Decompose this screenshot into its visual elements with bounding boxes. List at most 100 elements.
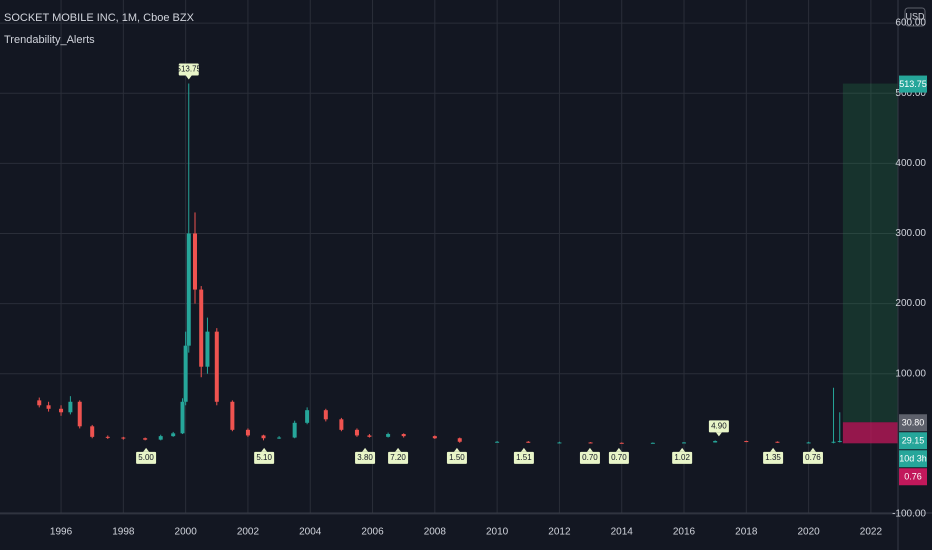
candle-body [37,400,42,406]
annotation-label: 5.10 [256,453,272,462]
candle-body [339,419,344,430]
candle-body [245,429,250,436]
price-label-box [899,75,927,93]
candle-body [713,441,718,443]
annotation-label: 1.51 [516,453,532,462]
y-tick-label: 200.00 [895,298,926,309]
annotation-label: 4.90 [711,422,727,431]
candle-body [68,401,73,413]
candle-body [77,401,82,427]
x-tick-label: 2002 [237,527,260,538]
candle-body [277,437,282,439]
candle-body [261,435,266,439]
candle-body [432,436,437,439]
x-tick-label: 2018 [735,527,758,538]
candle-body [46,405,51,409]
annotation-label: 1.50 [449,453,465,462]
marks: 513.75 5.00 5.10 3.80 7.20 1.50 1.51 0.70 0.70 1.… [37,63,898,464]
y-tick-label: 600.00 [895,18,926,29]
candle-body [619,442,624,444]
annotation-box [763,451,784,464]
annotation-box [513,451,534,464]
candle-body [386,434,391,437]
annotation-label: 1.35 [765,453,781,462]
candle-body [457,438,462,442]
candle-body [186,233,191,346]
annotation-label: 1.02 [674,453,690,462]
candle-body [158,436,163,440]
x-tick-label: 2000 [175,527,198,538]
candle-body [105,436,110,438]
annotation-box [608,451,629,464]
candle-body [214,331,219,402]
annotation-box [802,451,823,464]
x-tick-label: 2004 [299,527,322,538]
price-label-box [899,414,927,432]
price-label: 513.75 [899,79,927,89]
x-tick-label: 1996 [50,527,73,538]
currency-label[interactable]: USD [905,11,925,21]
annotation-box [254,451,275,464]
candle-body [143,438,148,440]
x-tick-label: 2006 [361,527,384,538]
annotation-box [136,451,157,464]
annotation-label: 7.20 [390,453,406,462]
annotation-box [388,451,409,464]
x-tick-label: 2016 [673,527,696,538]
candle-body [205,331,210,367]
annotation-label: 5.00 [138,453,154,462]
candle-body [557,442,562,444]
x-tick-label: 2020 [797,527,820,538]
candle-body [495,441,500,443]
candle-body [192,233,197,290]
annotation-pointer [362,447,369,452]
annotation-label: 3.80 [357,453,373,462]
annotation-pointer [143,447,150,452]
x-tick-label: 2010 [486,527,509,538]
candle-body [230,401,235,430]
annotation-pointer [395,447,402,452]
annotation-box [446,451,467,464]
candle-body [59,408,64,413]
candle-body [292,422,297,438]
position-target-zone [842,83,898,423]
y-tick-label: -100.00 [892,509,926,520]
annotation-pointer [809,447,816,452]
annotation-label: 0.76 [805,453,821,462]
candle-body [367,435,372,437]
y-tick-label: 500.00 [895,88,926,99]
candle-body [180,401,185,434]
annotation-pointer [453,447,460,452]
annotation-pointer [185,75,192,80]
candle-body [199,289,204,367]
annotation-pointer [520,447,527,452]
annotation-pointer [586,447,593,452]
annotation-pointer [770,447,777,452]
candle-body [354,429,359,436]
candle-body [171,433,176,437]
annotation-label: 0.70 [582,453,598,462]
chart-title: SOCKET MOBILE INC, 1M, Cboe BZX [4,12,195,24]
price-label-box [899,432,927,450]
candle-body [183,345,188,402]
position-stop-zone [842,422,898,444]
annotation-pointer [679,447,686,452]
x-tick-label: 2008 [424,527,447,538]
price-label: 29.15 [902,436,925,446]
candle-body [588,442,593,444]
annotation-label: 513.75 [177,65,202,74]
candle-body [744,441,749,443]
annotation-pointer [615,447,622,452]
annotation-box [579,451,600,464]
candle-body [775,441,780,443]
annotation-box [708,420,729,433]
candle-body [837,441,842,443]
y-tick-label: 300.00 [895,228,926,239]
price-label: 0.76 [904,472,922,482]
x-tick-label: 2022 [860,527,883,538]
candle-body [682,442,687,444]
candle-body [831,441,836,443]
currency-button[interactable] [904,7,926,27]
candle-body [650,442,655,444]
